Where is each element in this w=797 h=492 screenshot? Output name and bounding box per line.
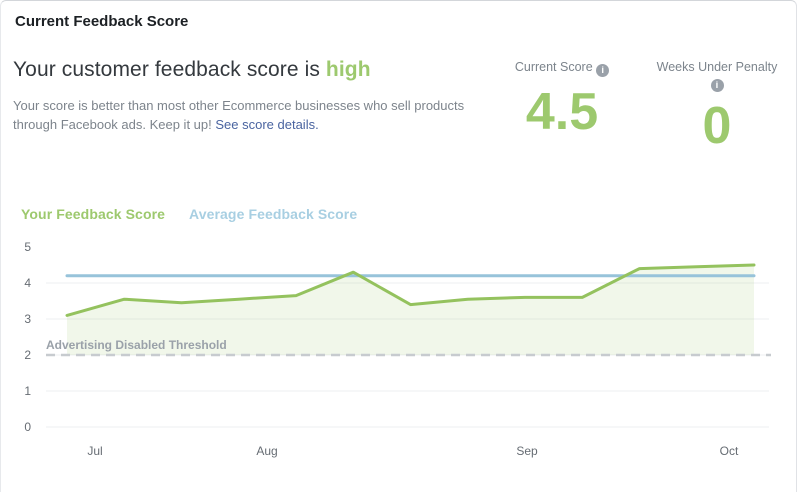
threshold-label: Advertising Disabled Threshold: [46, 338, 227, 352]
weeks-under-penalty-value: 0: [702, 97, 732, 155]
series-area-fill: [67, 265, 754, 355]
legend-average-feedback-score[interactable]: Average Feedback Score: [189, 206, 358, 222]
x-tick-label: Jul: [87, 444, 102, 458]
y-tick-label: 0: [24, 420, 31, 434]
y-tick-label: 3: [24, 312, 31, 326]
info-icon[interactable]: i: [596, 64, 610, 77]
x-tick-label: Aug: [256, 444, 277, 458]
headline-text: Your customer feedback score is: [13, 58, 326, 81]
y-tick-label: 1: [24, 384, 31, 398]
description-text: Your score is better than most other Eco…: [13, 98, 465, 132]
weeks-under-penalty-label: Weeks Under Penalty: [656, 60, 778, 74]
headline-status: high: [325, 58, 371, 81]
x-tick-label: Sep: [516, 444, 538, 458]
x-tick-label: Oct: [720, 444, 739, 458]
chart-legend: Your Feedback Score Average Feedback Sco…: [21, 206, 381, 222]
current-score-label-row: Current Score i: [493, 60, 631, 77]
legend-your-feedback-score[interactable]: Your Feedback Score: [21, 206, 166, 222]
y-tick-label: 4: [24, 276, 31, 290]
current-score-value: 4.5: [525, 83, 599, 141]
current-score-label: Current Score: [514, 60, 593, 74]
see-score-details-link[interactable]: See score details.: [215, 117, 319, 132]
score-description: Your score is better than most other Eco…: [13, 96, 465, 134]
y-tick-label: 5: [24, 240, 31, 254]
card-title: Current Feedback Score: [15, 13, 189, 30]
y-tick-label: 2: [24, 348, 31, 362]
headline: Your customer feedback score is high: [13, 58, 371, 82]
your-score-line: [65, 263, 756, 317]
feedback-score-chart: 0 1 2 3 4 5 Advertising Disabled Threshold Jul A…: [1, 233, 796, 492]
weeks-under-penalty-stat: Weeks Under Penalty i 0: [646, 60, 788, 152]
current-score-stat: Current Score i 4.5: [493, 60, 631, 138]
chart-canvas: 0 1 2 3 4 5 Advertising Disabled Threshold Jul A…: [24, 240, 771, 458]
info-icon[interactable]: i: [710, 79, 724, 92]
weeks-under-penalty-label-row: Weeks Under Penalty i: [646, 60, 788, 92]
